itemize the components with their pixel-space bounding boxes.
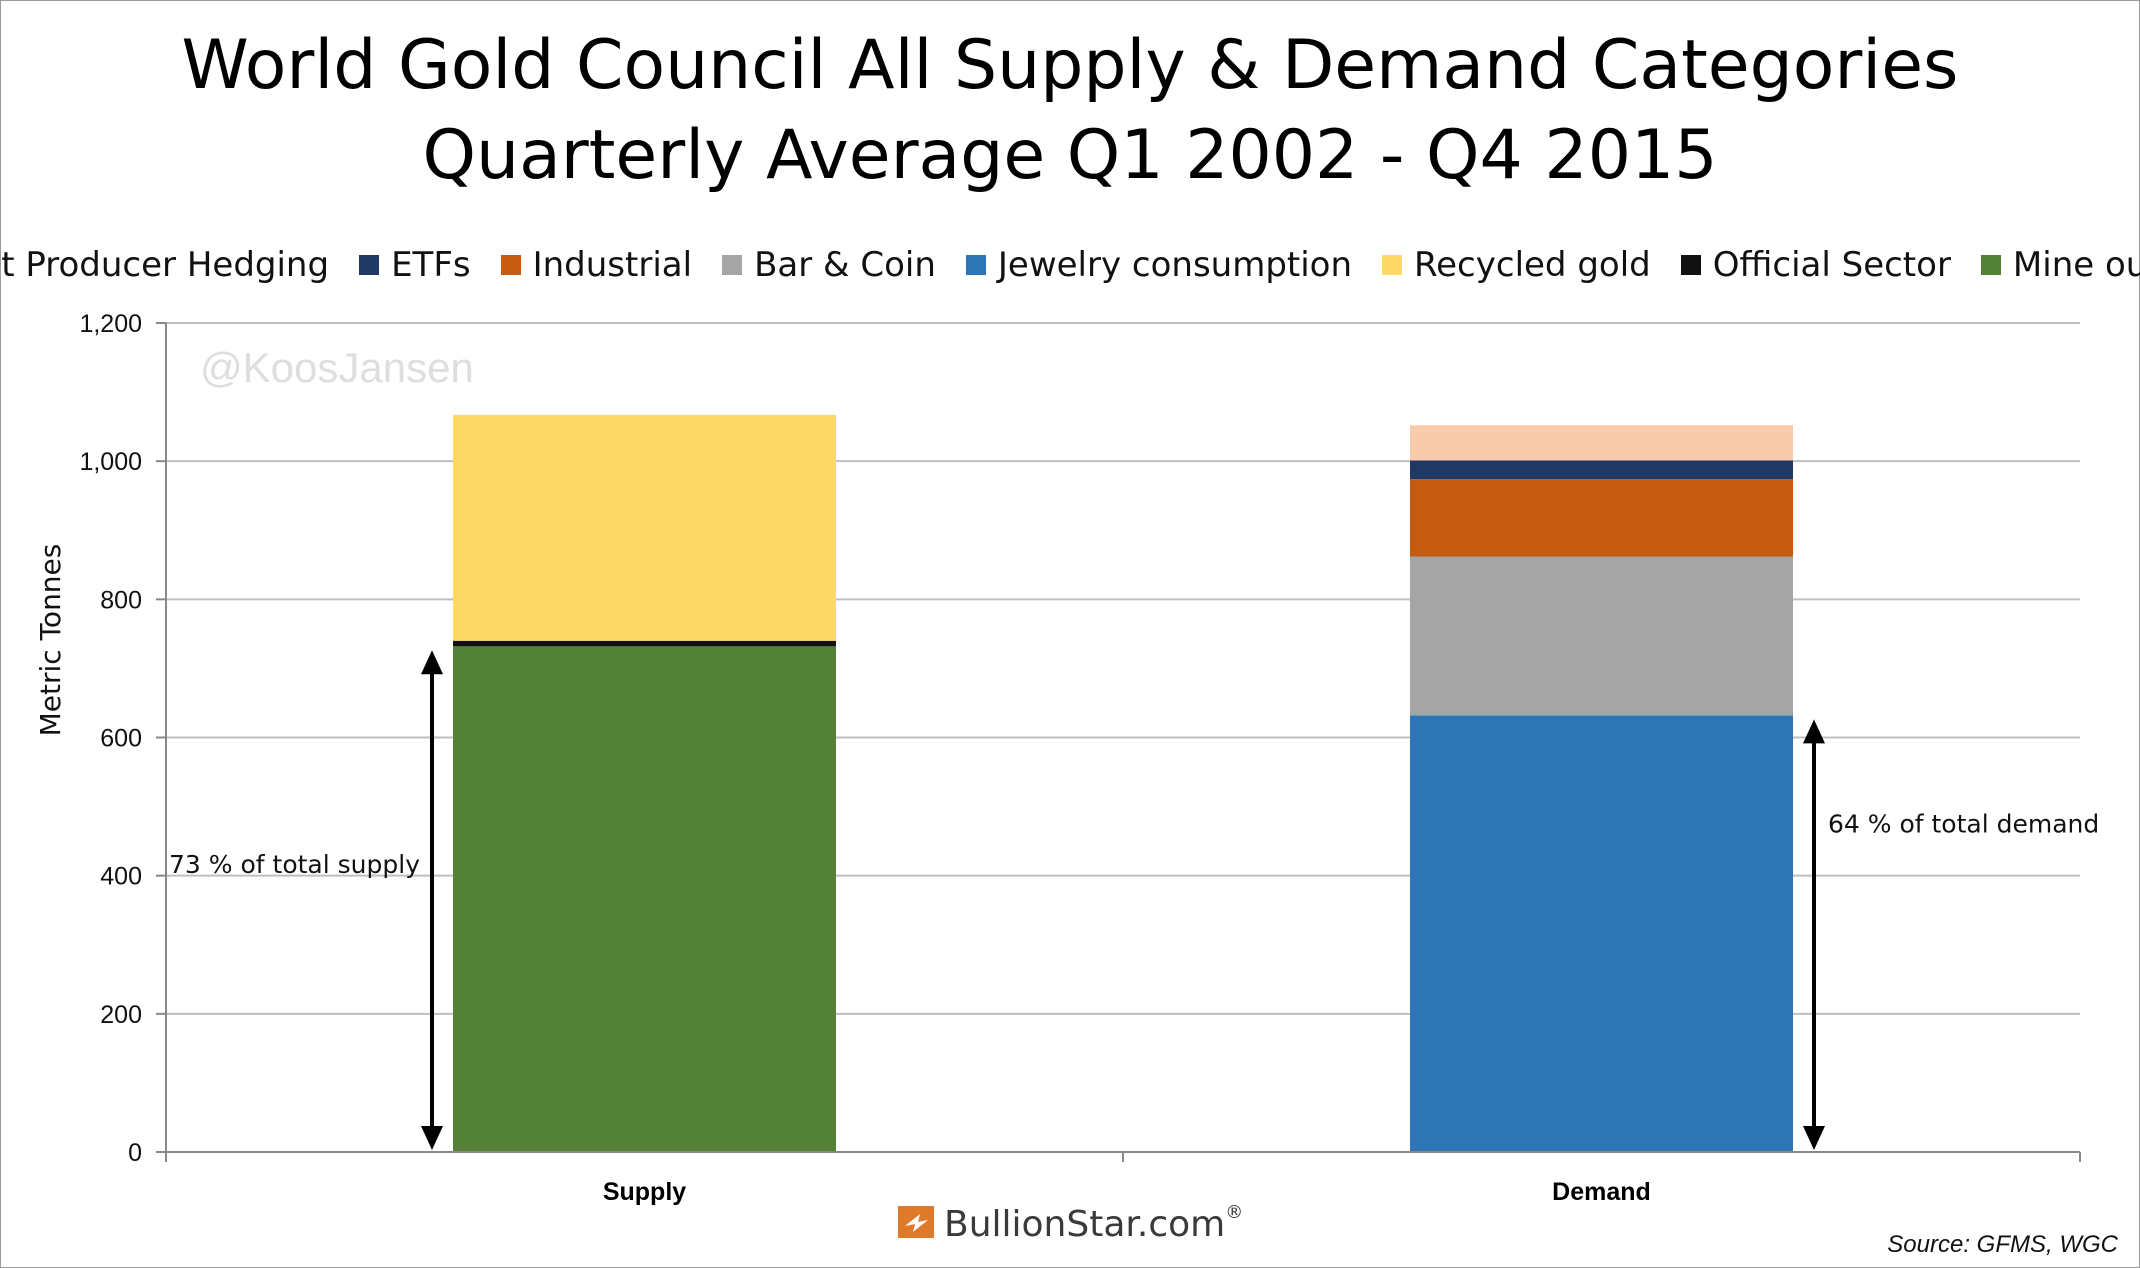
legend-swatch — [722, 255, 743, 275]
legend-label: ETFs — [391, 245, 471, 285]
bar-segment — [1410, 425, 1793, 461]
legend-label: Official Sector — [1712, 245, 1951, 285]
legend-item: Bar & Coin — [722, 245, 936, 285]
legend-label: Recycled gold — [1414, 245, 1651, 285]
legend-label: Net Producer Hedging — [0, 245, 330, 285]
y-tick-label: 800 — [100, 586, 142, 614]
legend-item: Industrial — [500, 245, 693, 285]
bar-segment — [1410, 556, 1793, 716]
legend-label: Jewelry consumption — [997, 245, 1353, 285]
bars — [453, 414, 1793, 1152]
legend-swatch — [1680, 255, 1701, 275]
legend-swatch — [965, 255, 986, 275]
watermark: @KoosJansen — [200, 344, 474, 391]
bar-segment — [1410, 479, 1793, 557]
bar-segment — [1410, 715, 1793, 1152]
annotation-label: 64 % of total demand — [1828, 809, 2099, 838]
y-axis-label: Metric Tonnes — [34, 544, 67, 737]
legend-item: Net Producer Hedging — [0, 245, 329, 285]
annotation-arrow — [1803, 719, 1825, 1150]
y-tick-label: 200 — [100, 1001, 142, 1029]
legend-label: Bar & Coin — [754, 245, 936, 285]
legend-item: Mine output — [1980, 245, 2140, 285]
y-tick-label: 400 — [100, 863, 142, 891]
legend-item: Recycled gold — [1382, 245, 1651, 285]
x-tick-label: Supply — [603, 1178, 686, 1206]
annotations: 73 % of total supply 64 % of total demand — [169, 650, 2099, 1150]
chart-title: World Gold Council All Supply & Demand C… — [181, 26, 1959, 105]
legend-item: Jewelry consumption — [965, 245, 1353, 285]
legend-swatch — [1980, 255, 2001, 275]
bar-segment — [453, 414, 836, 641]
y-tick-label: 600 — [100, 725, 142, 753]
y-tick-label: 1,200 — [79, 310, 142, 338]
star-icon — [905, 1214, 928, 1232]
x-tick-label: Demand — [1552, 1178, 1651, 1206]
y-axis: 0 200 400 600 800 1,000 1,200 — [79, 310, 167, 1167]
legend-label: Industrial — [532, 245, 693, 285]
legend-item: Official Sector — [1680, 245, 1951, 285]
legend-item: ETFs — [359, 245, 471, 285]
bar-segment — [453, 640, 836, 647]
annotation-label: 73 % of total supply — [169, 850, 420, 879]
y-tick-label: 1,000 — [79, 448, 142, 476]
arrow-head-down — [421, 1126, 443, 1150]
annotation-arrow — [421, 650, 443, 1150]
bar-segment — [453, 646, 836, 1152]
brand-text: BullionStar.com® — [944, 1202, 1243, 1245]
legend-label: Mine output — [2012, 245, 2140, 285]
brand-logo: BullionStar.com® — [898, 1202, 1243, 1245]
chart-subtitle: Quarterly Average Q1 2002 - Q4 2015 — [422, 116, 1718, 195]
bar-segment — [1410, 460, 1793, 480]
legend-swatch — [359, 255, 380, 275]
legend-swatch — [500, 255, 521, 275]
source-note: Source: GFMS, WGC — [1887, 1231, 2118, 1258]
x-axis: Supply Demand — [165, 1151, 2081, 1206]
legend-swatch — [1382, 255, 1403, 275]
y-tick-label: 0 — [128, 1139, 142, 1167]
arrow-head-down — [1803, 1126, 1825, 1150]
arrow-head-up — [1803, 719, 1825, 744]
arrow-head-up — [421, 650, 443, 675]
legend: Net Producer Hedging ETFs Industrial Bar & … — [0, 245, 2140, 285]
